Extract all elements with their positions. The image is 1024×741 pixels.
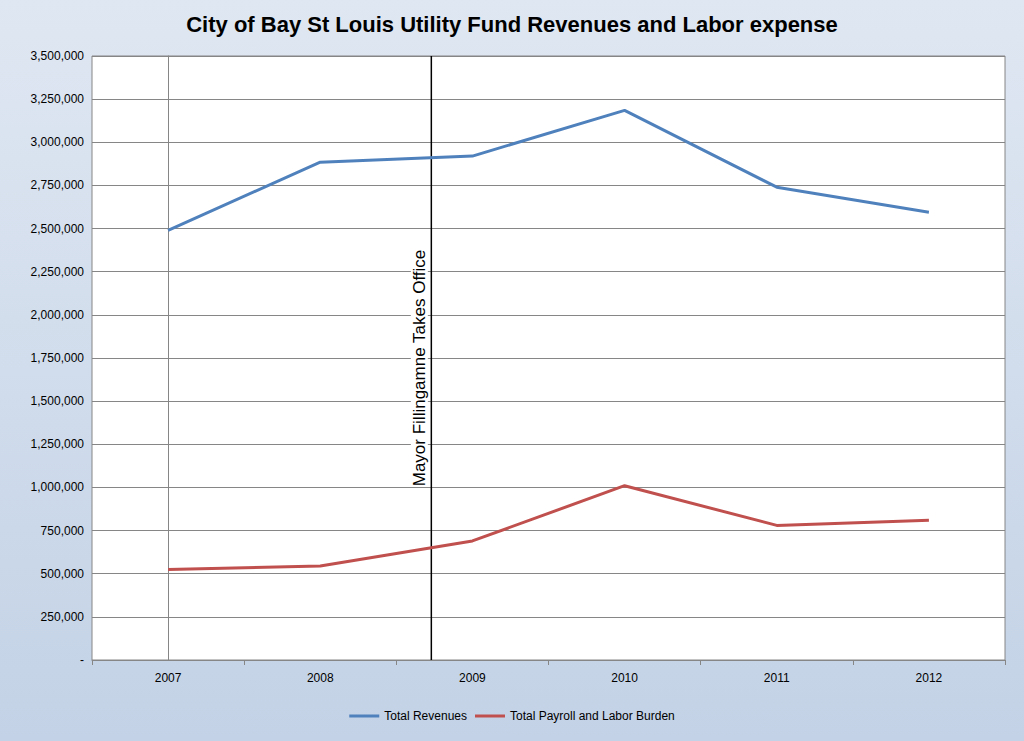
svg-text:1,500,000: 1,500,000	[31, 394, 85, 408]
svg-text:1,250,000: 1,250,000	[31, 437, 85, 451]
svg-text:2007: 2007	[155, 671, 182, 685]
svg-text:2010: 2010	[611, 671, 638, 685]
svg-text:2008: 2008	[307, 671, 334, 685]
svg-text:1,750,000: 1,750,000	[31, 351, 85, 365]
svg-text:Total Payroll and Labor Burden: Total Payroll and Labor Burden	[510, 709, 675, 723]
svg-text:-: -	[80, 653, 84, 667]
svg-text:2,500,000: 2,500,000	[31, 222, 85, 236]
svg-text:3,500,000: 3,500,000	[31, 49, 85, 63]
svg-text:2012: 2012	[916, 671, 943, 685]
svg-text:500,000: 500,000	[41, 567, 85, 581]
svg-text:3,250,000: 3,250,000	[31, 92, 85, 106]
svg-text:City of Bay St Louis Utility F: City of Bay St Louis Utility Fund Revenu…	[186, 12, 838, 37]
svg-text:1,000,000: 1,000,000	[31, 480, 85, 494]
svg-text:Mayor Fillingamne Takes Office: Mayor Fillingamne Takes Office	[410, 250, 429, 487]
svg-text:2,000,000: 2,000,000	[31, 308, 85, 322]
svg-text:Total Revenues: Total Revenues	[384, 709, 467, 723]
svg-text:2,250,000: 2,250,000	[31, 265, 85, 279]
svg-text:3,000,000: 3,000,000	[31, 135, 85, 149]
svg-text:2009: 2009	[459, 671, 486, 685]
svg-text:750,000: 750,000	[41, 524, 85, 538]
svg-text:250,000: 250,000	[41, 610, 85, 624]
svg-text:2011: 2011	[764, 671, 790, 685]
svg-text:2,750,000: 2,750,000	[31, 178, 85, 192]
